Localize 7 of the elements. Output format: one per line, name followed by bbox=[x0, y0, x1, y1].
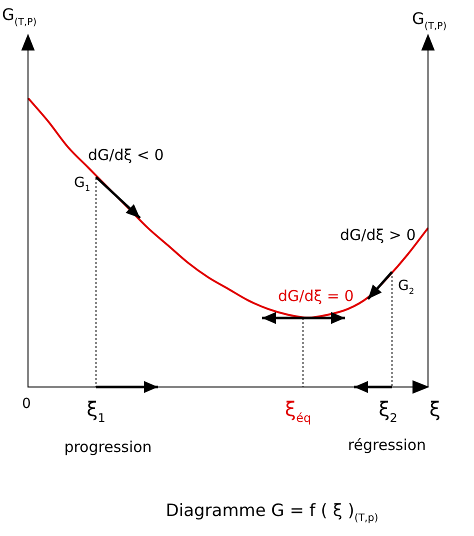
annotation: dG/dξ < 0 bbox=[88, 146, 164, 164]
text: régression bbox=[348, 436, 426, 454]
text: 0 bbox=[22, 396, 31, 412]
text: progression bbox=[64, 438, 152, 456]
annotation: dG/dξ > 0 bbox=[340, 226, 416, 244]
text: ξ bbox=[429, 397, 441, 421]
annotation: dG/dξ = 0 bbox=[278, 287, 354, 305]
